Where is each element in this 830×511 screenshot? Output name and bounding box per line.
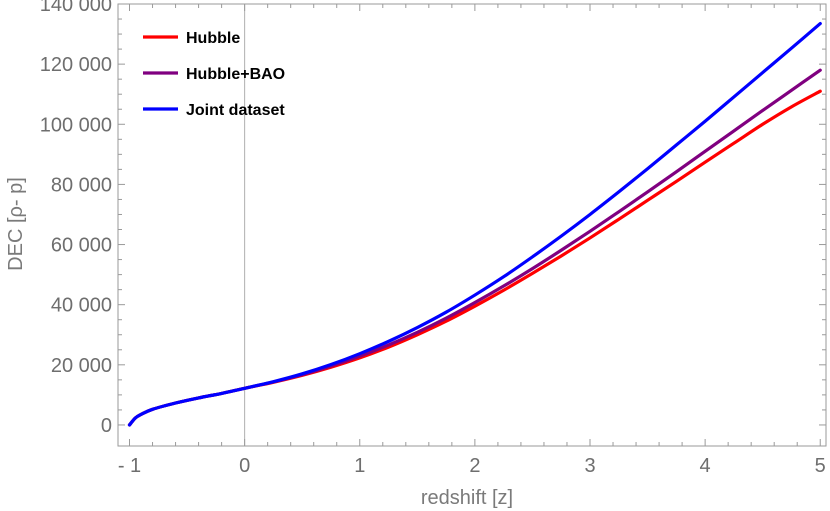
y-tick-label: 20 000	[51, 355, 112, 377]
tick-layer: - 1 0 1 2 3 4 5 0 20 000 40 000 60 000 80 000 100 00…	[40, 0, 826, 477]
x-tick-label: 1	[354, 455, 365, 477]
x-tick-label: 5	[815, 455, 826, 477]
y-tick-label: 40 000	[51, 295, 112, 317]
x-axis-label: redshift [z]	[421, 487, 513, 509]
legend: Hubble Hubble+BAO Joint dataset	[143, 30, 285, 119]
x-tick-label: 3	[584, 455, 595, 477]
y-tick-label: 100 000	[40, 114, 112, 136]
x-tick-label: 4	[700, 455, 711, 477]
x-tick-label: - 1	[118, 455, 141, 477]
y-tick-label: 60 000	[51, 235, 112, 257]
series-line-joint-dataset	[127, 21, 822, 427]
y-tick-label: 120 000	[40, 54, 112, 76]
y-tick-label: 140 000	[40, 0, 112, 16]
x-tick-label: 2	[469, 455, 480, 477]
legend-label-hubble: Hubble	[186, 30, 240, 47]
y-axis-label: DEC [ρ- p]	[5, 177, 27, 271]
plot-frame-border	[117, 3, 827, 447]
plot-frame	[117, 3, 827, 447]
series-layer	[127, 21, 822, 427]
legend-label-joint-dataset: Joint dataset	[186, 102, 285, 119]
series-line-hubble-bao	[127, 68, 822, 427]
y-tick-label: 80 000	[51, 174, 112, 196]
legend-label-hubble-bao: Hubble+BAO	[186, 66, 285, 83]
x-tick-label: 0	[239, 455, 250, 477]
y-tick-label: 0	[101, 415, 112, 437]
